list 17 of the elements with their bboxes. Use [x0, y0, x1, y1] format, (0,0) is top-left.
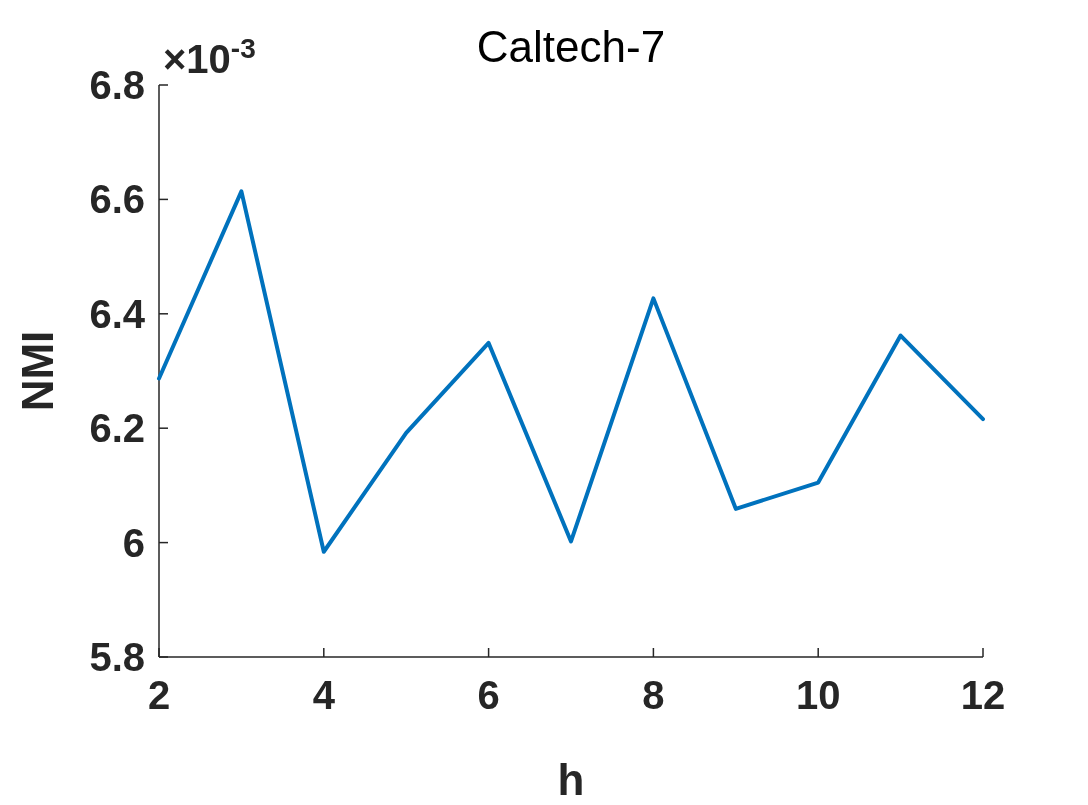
y-tick-label: 6.2 [89, 406, 145, 451]
y-tick-label: 6.8 [89, 63, 145, 107]
x-tick-label: 6 [477, 673, 500, 717]
x-tick-label: 8 [642, 673, 665, 717]
x-tick-label: 12 [960, 673, 1006, 717]
x-tick-label: 2 [147, 673, 171, 717]
x-tick-label: 4 [312, 673, 336, 717]
y-tick-label: 6 [122, 520, 145, 565]
y-tick-label: 5.8 [89, 635, 145, 679]
x-axis-title: h [557, 755, 585, 804]
chart-title: Caltech-7 [476, 22, 666, 71]
y-axis-title: NMI [13, 330, 62, 412]
line-series [157, 189, 985, 554]
x-tick-label: 10 [795, 673, 841, 717]
text: ×10$^{-3}$ [163, 32, 256, 81]
y-tick-label: 6.6 [89, 177, 145, 222]
y-tick-label: 6.4 [89, 291, 146, 336]
